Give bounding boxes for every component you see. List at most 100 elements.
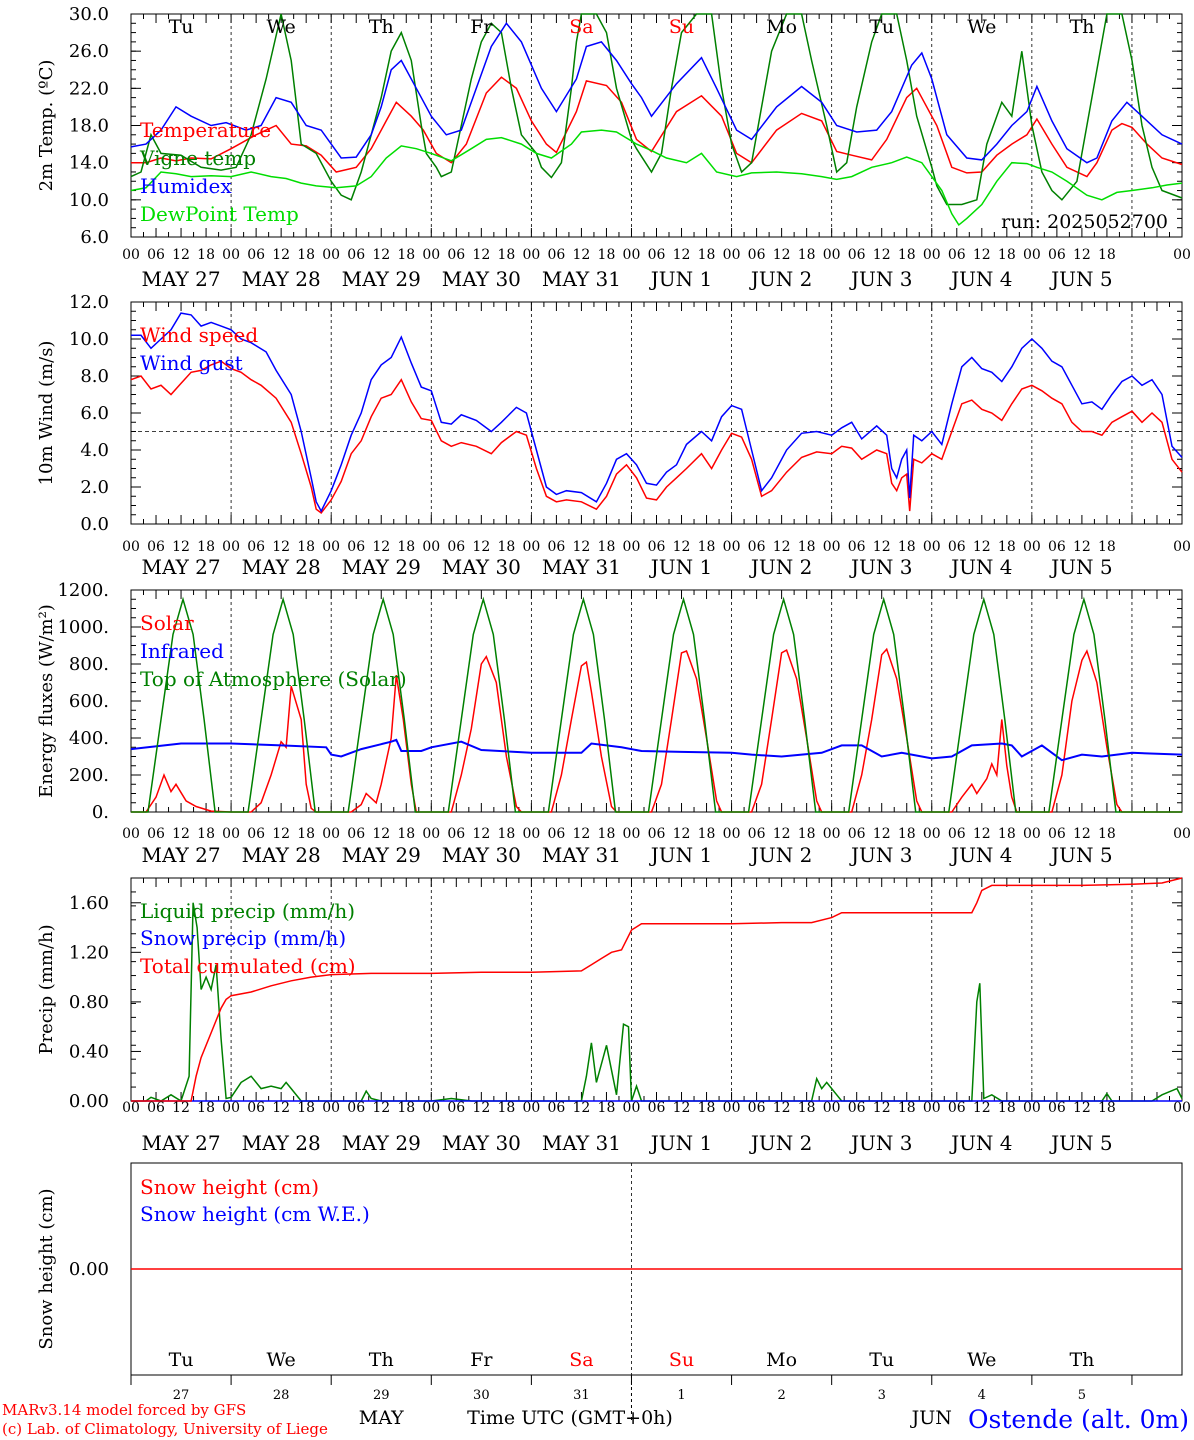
y-tick-label: 30.0 xyxy=(69,4,109,25)
x-hour-label: 06 xyxy=(547,826,565,842)
y-tick-label: 600. xyxy=(69,691,109,712)
x-hour-label: 12 xyxy=(773,539,791,555)
x-hour-label: 18 xyxy=(998,539,1016,555)
day-number: 28 xyxy=(273,1388,290,1403)
y-tick-label: 0.40 xyxy=(69,1041,109,1062)
x-hour-label: 00 xyxy=(522,247,540,263)
x-hour-label: 06 xyxy=(948,1100,966,1116)
x-day-label: MAY 28 xyxy=(242,843,321,867)
x-day-label: JUN 1 xyxy=(649,843,712,867)
x-day-label: JUN 1 xyxy=(649,267,712,291)
weekday-label: Fr xyxy=(470,1349,493,1371)
x-hour-label: 06 xyxy=(648,247,666,263)
legend-entry: Solar xyxy=(140,611,194,635)
x-day-label: JUN 5 xyxy=(1049,267,1112,291)
x-hour-label: 18 xyxy=(598,247,616,263)
x-hour-label: 00 xyxy=(923,1100,941,1116)
x-hour-label: 12 xyxy=(172,247,190,263)
y-tick-label: 12.0 xyxy=(69,292,109,313)
x-hour-label: 06 xyxy=(147,247,165,263)
x-day-label: MAY 30 xyxy=(442,843,521,867)
y-tick-label: 18.0 xyxy=(69,116,109,137)
x-day-label: JUN 2 xyxy=(749,267,812,291)
x-hour-label: 18 xyxy=(297,539,315,555)
x-axis-title: Time UTC (GMT+0h) xyxy=(467,1407,673,1429)
panel-5 xyxy=(130,1162,1183,1376)
x-day-label: MAY 31 xyxy=(542,1131,621,1155)
x-hour-label: 00 xyxy=(723,247,741,263)
series-line-infrared xyxy=(130,738,1183,762)
x-hour-label: 06 xyxy=(247,247,265,263)
legend-entry: Infrared xyxy=(140,639,224,663)
x-day-label: MAY 31 xyxy=(542,843,621,867)
x-hour-label: 06 xyxy=(1048,247,1066,263)
x-hour-label: 00 xyxy=(322,247,340,263)
x-hour-label: 12 xyxy=(1073,826,1091,842)
weekday-label: Th xyxy=(1069,16,1094,38)
x-hour-label: 00 xyxy=(222,247,240,263)
x-hour-label: 00 xyxy=(1023,539,1041,555)
series-line-wind-gust xyxy=(131,312,1183,513)
y-tick-label: 1000. xyxy=(57,617,109,638)
x-hour-label: 12 xyxy=(673,1100,691,1116)
x-day-label: JUN 4 xyxy=(949,843,1012,867)
weekday-label: We xyxy=(967,16,996,38)
x-hour-label: 12 xyxy=(873,539,891,555)
x-hour-label: 00 xyxy=(322,539,340,555)
day-number: 31 xyxy=(573,1388,590,1403)
legend-entry: Liquid precip (mm/h) xyxy=(140,899,355,923)
x-hour-label: 12 xyxy=(573,539,591,555)
series-line-wind-speed xyxy=(130,360,1183,514)
x-hour-label: 06 xyxy=(648,539,666,555)
y-tick-label: 2.0 xyxy=(80,477,109,498)
y-tick-label: 10.0 xyxy=(69,329,109,350)
x-hour-label: 00 xyxy=(522,826,540,842)
x-hour-label: 06 xyxy=(1048,539,1066,555)
plot-frame xyxy=(130,589,1183,813)
x-hour-label: 12 xyxy=(1073,1100,1091,1116)
x-day-label: MAY 28 xyxy=(242,555,321,579)
x-hour-label: 18 xyxy=(598,826,616,842)
x-day-label: JUN 1 xyxy=(649,555,712,579)
x-hour-label: 18 xyxy=(397,539,415,555)
x-hour-label: 06 xyxy=(848,539,866,555)
x-hour-label: 00 xyxy=(1173,247,1191,263)
series-line-vigne-temp xyxy=(130,13,1183,206)
x-hour-label: 18 xyxy=(598,539,616,555)
x-hour-label: 18 xyxy=(898,826,916,842)
x-day-label: MAY 30 xyxy=(442,555,521,579)
series-line-dewpoint-temp xyxy=(130,129,1183,227)
y-axis-label: Snow height (cm) xyxy=(36,1188,57,1349)
x-day-label: MAY 29 xyxy=(342,555,421,579)
legend-entry: Snow precip (mm/h) xyxy=(140,926,346,950)
weekday-label: Tu xyxy=(169,1349,194,1371)
x-hour-label: 06 xyxy=(247,539,265,555)
y-tick-label: 0.80 xyxy=(69,992,109,1013)
x-hour-label: 06 xyxy=(848,247,866,263)
weekday-label: We xyxy=(967,1349,996,1371)
x-hour-label: 12 xyxy=(272,247,290,263)
x-hour-label: 00 xyxy=(1023,826,1041,842)
x-day-label: MAY 31 xyxy=(542,267,621,291)
x-hour-label: 18 xyxy=(497,826,515,842)
y-tick-label: 0.00 xyxy=(69,1091,109,1112)
x-hour-label: 06 xyxy=(848,1100,866,1116)
x-hour-label: 00 xyxy=(122,539,140,555)
x-hour-label: 00 xyxy=(522,1100,540,1116)
x-hour-label: 18 xyxy=(1098,247,1116,263)
x-hour-label: 06 xyxy=(447,1100,465,1116)
x-hour-label: 00 xyxy=(222,539,240,555)
panel-4 xyxy=(130,877,1183,1103)
y-tick-label: 10.0 xyxy=(69,190,109,211)
x-hour-label: 12 xyxy=(973,247,991,263)
x-hour-label: 06 xyxy=(948,826,966,842)
y-tick-label: 0. xyxy=(92,802,109,823)
x-hour-label: 18 xyxy=(397,1100,415,1116)
legend-entry: Top of Atmosphere (Solar) xyxy=(140,667,407,691)
x-hour-label: 18 xyxy=(998,1100,1016,1116)
panel-2 xyxy=(130,301,1183,525)
x-day-label: JUN 3 xyxy=(849,1131,912,1155)
x-hour-label: 06 xyxy=(1048,1100,1066,1116)
x-hour-label: 06 xyxy=(447,247,465,263)
y-tick-label: 26.0 xyxy=(69,41,109,62)
